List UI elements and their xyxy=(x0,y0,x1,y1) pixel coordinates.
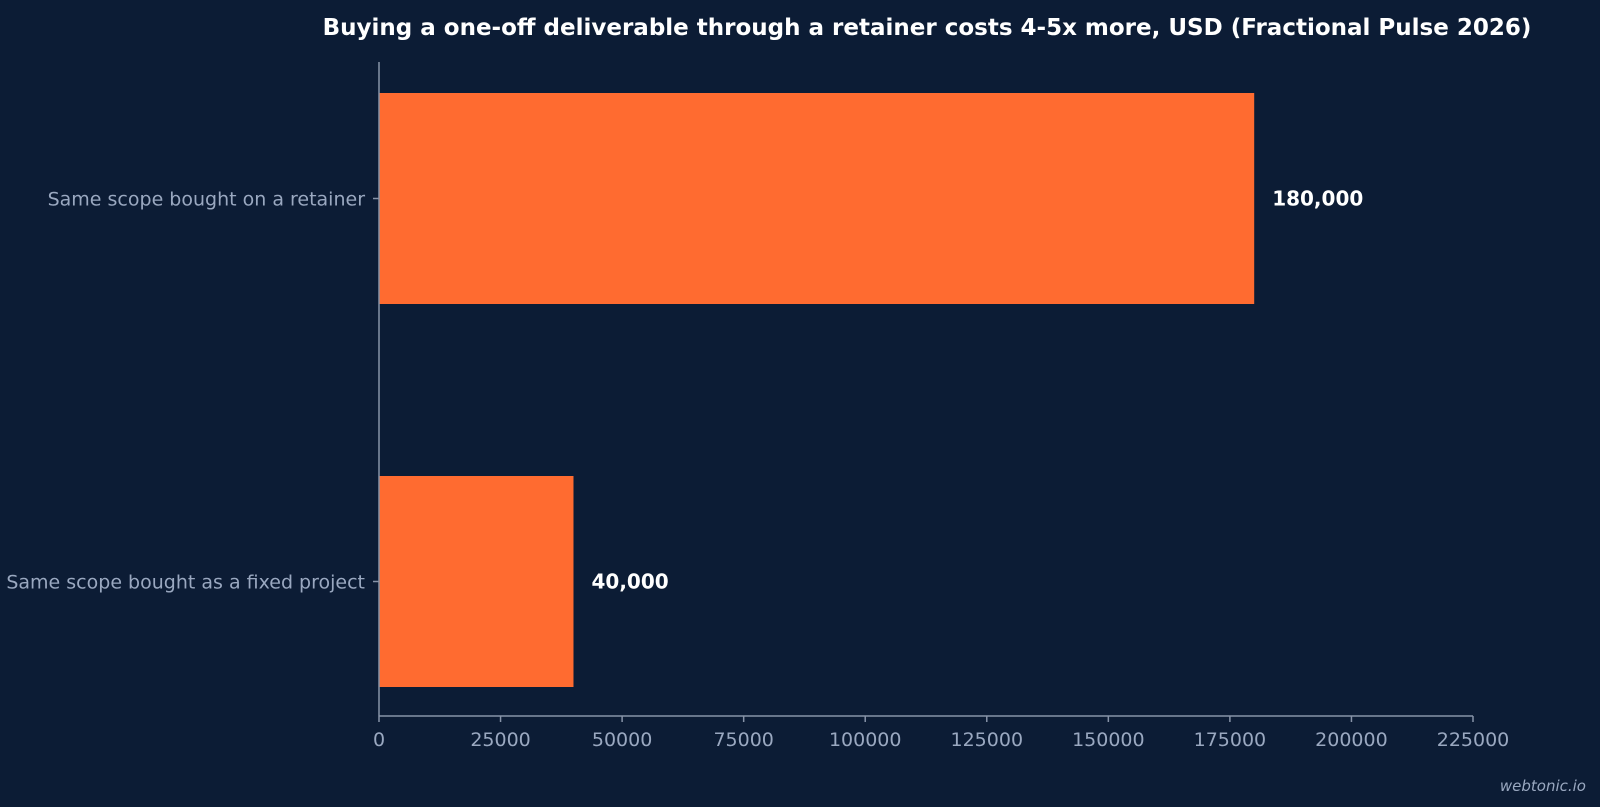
category-label-same-scope-bought-as-a-fixed-project: Same scope bought as a fixed project xyxy=(6,572,365,594)
x-tick-label: 25000 xyxy=(470,729,530,751)
watermark: webtonic.io xyxy=(1499,777,1586,795)
x-tick-label: 0 xyxy=(373,729,385,751)
x-tick-label: 100000 xyxy=(829,729,902,751)
x-tick-label: 125000 xyxy=(951,729,1024,751)
bar-same-scope-bought-on-a-retainer xyxy=(379,93,1255,304)
chart-title: Buying a one-off deliverable through a r… xyxy=(323,15,1532,41)
value-label-same-scope-bought-as-a-fixed-project: 40,000 xyxy=(591,570,668,594)
category-label-same-scope-bought-on-a-retainer: Same scope bought on a retainer xyxy=(48,189,366,211)
bar-same-scope-bought-as-a-fixed-project xyxy=(379,476,574,687)
x-tick-label: 225000 xyxy=(1437,729,1510,751)
x-tick-label: 75000 xyxy=(713,729,773,751)
bars-group: 180,000 40,000 xyxy=(379,93,1363,687)
axes-group: Same scope bought on a retainer Same scop… xyxy=(6,62,1509,751)
x-tick-label: 50000 xyxy=(592,729,652,751)
value-label-same-scope-bought-on-a-retainer: 180,000 xyxy=(1272,187,1363,211)
x-tick-label: 200000 xyxy=(1315,729,1388,751)
x-tick-label: 175000 xyxy=(1194,729,1267,751)
x-tick-label: 150000 xyxy=(1072,729,1145,751)
